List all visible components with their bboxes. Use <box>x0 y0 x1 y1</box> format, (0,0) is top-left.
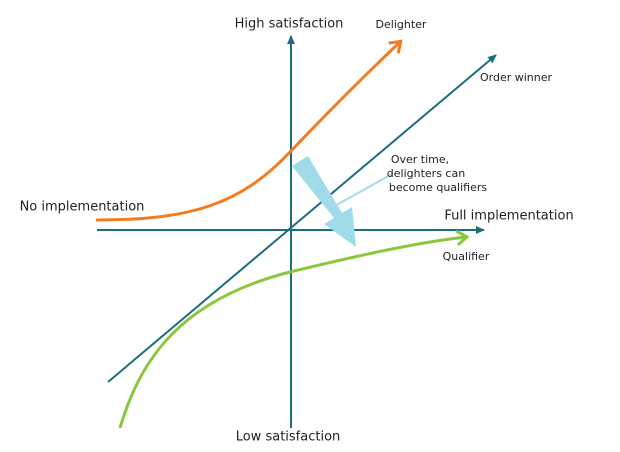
qualifier-label: Qualifier <box>443 250 490 263</box>
delighter-curve <box>95 42 400 222</box>
transition-arrow <box>292 156 356 247</box>
annotation-line: delighters can <box>387 167 465 180</box>
axis-label-bottom: Low satisfaction <box>236 430 341 445</box>
order-winner-label: Order winner <box>480 71 553 84</box>
axis-label-right: Full implementation <box>444 209 573 224</box>
annotation-pointer <box>332 173 393 208</box>
annotation-line: Over time, <box>391 153 449 166</box>
qualifier-curve <box>118 237 466 429</box>
axis-label-top: High satisfaction <box>235 17 344 32</box>
order-winner-line <box>107 54 497 383</box>
axis-label-left: No implementation <box>20 200 145 215</box>
annotation-line: become qualifiers <box>389 181 488 194</box>
delighter-label: Delighter <box>376 18 427 31</box>
